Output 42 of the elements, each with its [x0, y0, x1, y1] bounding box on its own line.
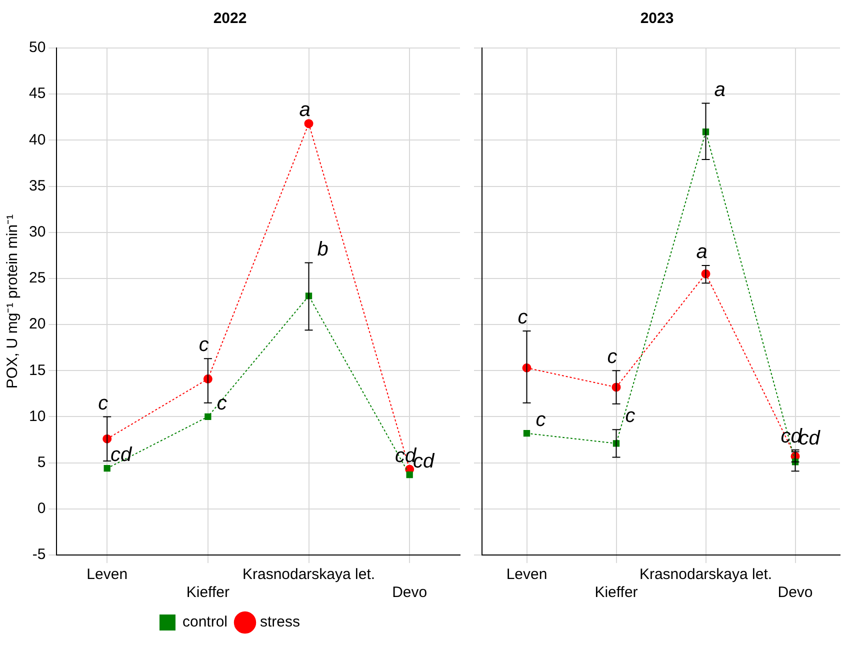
- x-tick-label: Devo: [392, 584, 428, 602]
- point: [204, 413, 212, 420]
- y-tick-label: 0: [37, 500, 46, 518]
- legend-label: control: [182, 614, 228, 631]
- annotation: c: [625, 405, 636, 428]
- annotation: a: [696, 241, 708, 264]
- annotation: a: [714, 78, 726, 101]
- annotation: c: [98, 392, 108, 414]
- y-axis-title: POX, U mg⁻¹ protein min⁻¹: [4, 214, 22, 389]
- legend-label: stress: [260, 614, 300, 631]
- x-tick-label: Leven: [86, 566, 128, 584]
- point: [406, 471, 413, 478]
- x-tick-label: Kieffer: [186, 584, 230, 602]
- y-tick-label: -5: [32, 546, 46, 564]
- annotation: c: [607, 346, 618, 368]
- x-tick-label: Krasnodarskaya let.: [639, 566, 772, 584]
- y-tick-label: 30: [28, 224, 46, 241]
- annotation: a: [299, 99, 310, 122]
- x-tick-label: Krasnodarskaya let.: [242, 566, 376, 584]
- point: [104, 465, 110, 472]
- x-tick-label: Leven: [506, 566, 548, 584]
- y-tick-label: 25: [28, 270, 46, 287]
- annotation: c: [518, 306, 528, 329]
- y-tick-label: 40: [28, 131, 46, 148]
- point: [523, 430, 530, 437]
- y-tick-label: 15: [28, 362, 46, 379]
- chart-title: 2022: [213, 10, 247, 28]
- chart-title: 2023: [640, 10, 674, 28]
- annotation: b: [317, 238, 328, 260]
- annotation: cd: [110, 444, 133, 466]
- annotation: c: [198, 334, 209, 356]
- x-tick-label: Kieffer: [594, 584, 638, 602]
- y-tick-label: 20: [28, 316, 46, 333]
- y-tick-label: 10: [28, 408, 46, 425]
- x-tick-label: Devo: [778, 584, 813, 602]
- y-tick-label: 50: [28, 39, 46, 56]
- point: [304, 119, 314, 128]
- y-tick-label: 45: [28, 85, 46, 102]
- annotation: c: [216, 392, 227, 414]
- y-tick-label: 5: [37, 454, 46, 471]
- annotation: c: [536, 408, 546, 431]
- y-tick-label: 35: [28, 177, 46, 194]
